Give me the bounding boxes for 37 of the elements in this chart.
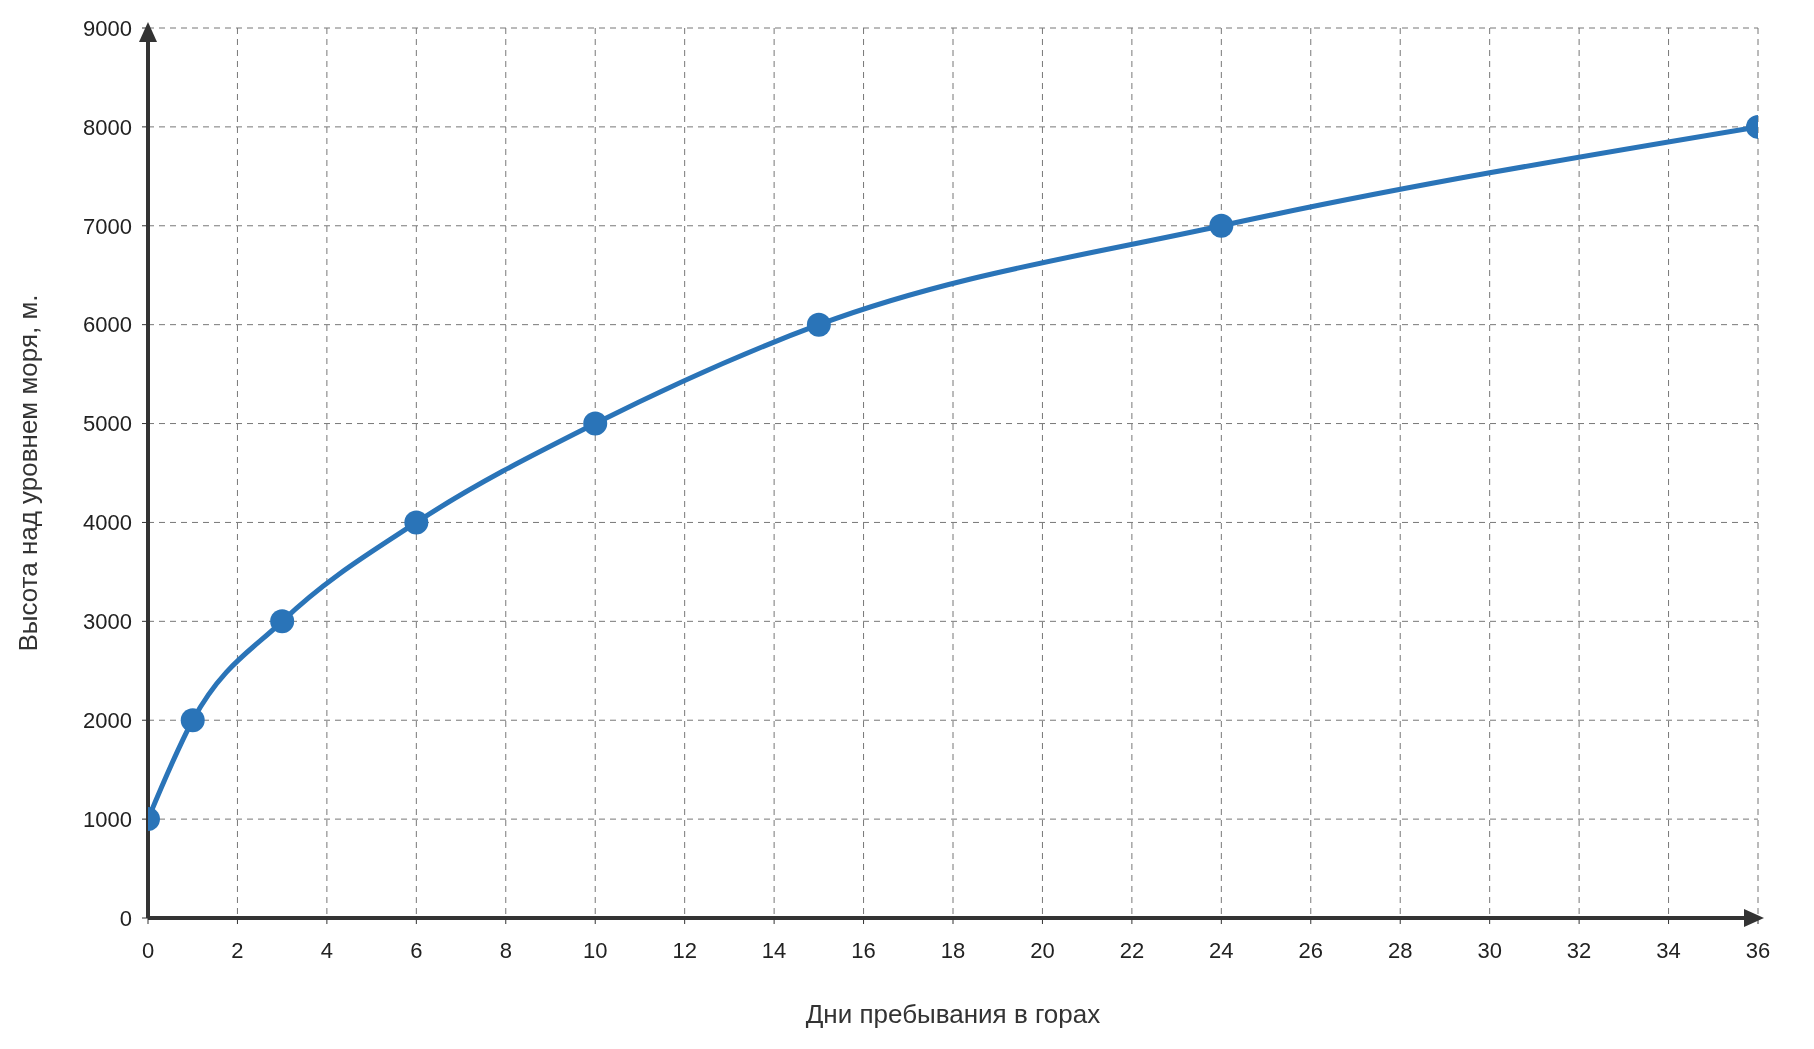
y-tick-label: 1000	[83, 806, 132, 832]
x-tick-label: 16	[851, 937, 876, 963]
x-tick-label: 14	[761, 937, 787, 963]
x-tick-label: 30	[1477, 937, 1502, 963]
x-tick-label: 28	[1387, 937, 1413, 963]
x-tick-label: 6	[410, 937, 423, 963]
y-tick-label: 3000	[83, 609, 132, 635]
x-tick-label: 36	[1745, 937, 1771, 963]
y-tick-label: 0	[119, 905, 132, 931]
y-tick-label: 9000	[83, 15, 132, 41]
x-tick-label: 18	[940, 937, 966, 963]
x-tick-label: 2	[231, 937, 244, 963]
y-tick-label: 7000	[83, 213, 132, 239]
y-tick-label: 2000	[83, 708, 132, 734]
x-tick-label: 12	[672, 937, 697, 963]
y-tick-label: 4000	[83, 510, 132, 536]
point	[583, 411, 608, 436]
x-axis-title: Дни пребывания в горах	[805, 999, 1101, 1029]
x-tick-label: 24	[1209, 937, 1234, 963]
point	[1209, 213, 1234, 238]
x-tick-label: 34	[1656, 937, 1681, 963]
x-tick-label: 0	[141, 937, 155, 963]
y-axis-title: Высота над уровнем моря, м.	[13, 294, 44, 652]
x-tick-label: 20	[1030, 937, 1055, 963]
x-tick-label: 4	[320, 937, 334, 963]
point	[806, 312, 831, 337]
y-tick-label: 8000	[83, 114, 132, 140]
x-tick-label: 22	[1119, 937, 1145, 963]
point	[270, 609, 295, 634]
x-tick-label: 26	[1298, 937, 1324, 963]
y-tick-label: 6000	[83, 312, 132, 338]
x-tick-label: 8	[499, 937, 512, 963]
y-tick-label: 5000	[83, 411, 132, 437]
x-tick-label: 32	[1566, 937, 1592, 963]
point	[404, 510, 429, 535]
x-tick-label: 10	[582, 937, 608, 963]
point	[180, 708, 205, 733]
